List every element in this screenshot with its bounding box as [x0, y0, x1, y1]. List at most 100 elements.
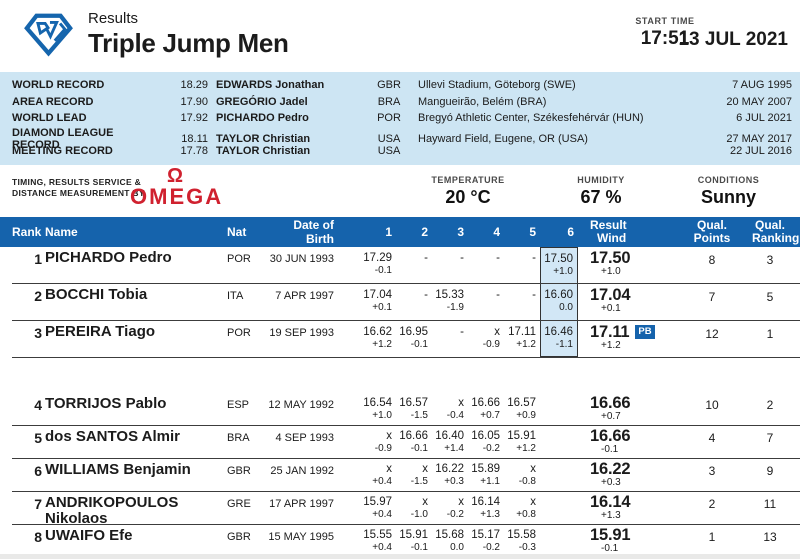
header-qual-points: Qual. Points: [693, 217, 731, 245]
nationality-cell: ESP: [227, 398, 250, 411]
page-header: Results Triple Jump Men START TIME 17:51…: [0, 0, 800, 70]
attempt-mark: -: [424, 251, 428, 264]
header-dob: Date of Birth: [293, 217, 334, 246]
result-wind: +0.3: [601, 476, 621, 488]
points-cell: 3: [708, 463, 716, 478]
humidity-label: HUMIDITY: [577, 174, 625, 185]
record-athlete: EDWARDS Jonathan: [216, 79, 325, 92]
points-cell: 8: [708, 252, 716, 267]
result-row: 7 ANDRIKOPOULOS Nikolaos GRE 17 APR 1997…: [12, 492, 800, 527]
attempt-wind: [540, 509, 578, 522]
attempt-mark: 16.54: [363, 396, 392, 409]
attempt-mark: 17.29: [363, 251, 392, 264]
rank-cell: 7: [34, 495, 42, 512]
attempt-cell: 17.29 -0.1: [360, 247, 396, 283]
attempt-wind: 0.0: [450, 541, 464, 553]
nationality-cell: GBR: [227, 464, 251, 477]
attempt-wind: -0.1: [410, 338, 428, 350]
attempt-cell: x -1.0: [396, 492, 432, 527]
attempt-wind: [504, 302, 540, 316]
attempt-mark: x: [458, 396, 464, 409]
final-round-group: 1 PICHARDO Pedro POR 30 JUN 1993 17.29 -…: [12, 246, 800, 358]
attempt-mark: 15.68: [435, 528, 464, 541]
attempt-cell: 17.50 +1.0: [540, 246, 578, 283]
attempt-cell: [540, 459, 578, 491]
attempt-mark: x: [422, 462, 428, 475]
header-name: Name: [45, 224, 78, 239]
athlete-name-line2: Nikolaos: [45, 509, 108, 527]
athlete-name-line1: dos SANTOS Almir: [45, 427, 181, 445]
attempt-cell: [540, 492, 578, 527]
points-cell: 2: [708, 496, 716, 511]
result-row: 1 PICHARDO Pedro POR 30 JUN 1993 17.29 -…: [12, 246, 800, 284]
attempt-cell: x -1.5: [396, 459, 432, 491]
result-row: 6 WILLIAMS Benjamin GBR 25 JAN 1992 x +0…: [12, 459, 800, 492]
athlete-name-line1: PICHARDO Pedro: [45, 248, 172, 266]
result-value: 17.50: [590, 248, 631, 267]
attempt-mark: 16.66: [399, 429, 428, 442]
dob-cell: 25 JAN 1992: [270, 464, 334, 477]
attempt-cell: 16.46 -1.1: [540, 320, 578, 357]
attempt-wind: +1.4: [444, 442, 464, 454]
athlete-name-line1: TORRIJOS Pablo: [45, 394, 167, 412]
record-row: WORLD LEAD 17.92 PICHARDO Pedro POR Breg…: [12, 110, 792, 127]
results-label: Results: [88, 10, 139, 27]
attempt-mark: -: [532, 251, 536, 264]
attempt-mark: [540, 393, 578, 410]
attempt-wind: [540, 476, 578, 489]
result-cell: 16.22 +0.3: [578, 459, 672, 491]
timing-service-label: TIMING, RESULTS SERVICE & DISTANCE MEASU…: [12, 177, 145, 199]
attempt-wind: +1.0: [553, 265, 573, 277]
athlete-name-line1: PEREIRA Tiago: [45, 322, 156, 340]
ranking-cell: 7: [766, 430, 774, 445]
omega-logo: Ω OMEGA: [130, 164, 221, 208]
attempt-wind: -0.4: [446, 409, 464, 421]
athlete-name-line1: UWAIFO Efe: [45, 526, 133, 544]
record-venue: Ullevi Stadium, Göteborg (SWE): [418, 79, 576, 92]
result-cell: 16.14 +1.3: [578, 492, 672, 527]
record-athlete: PICHARDO Pedro: [216, 112, 309, 125]
start-time-label: START TIME: [635, 16, 695, 26]
attempt-wind: [540, 443, 578, 456]
attempt-wind: -0.9: [374, 442, 392, 454]
service-band: TIMING, RESULTS SERVICE & DISTANCE MEASU…: [0, 165, 800, 215]
dob-cell: 19 SEP 1993: [269, 326, 334, 339]
athlete-name: dos SANTOS Almir: [42, 426, 218, 458]
header-qual-ranking: Qual. Ranking: [752, 217, 800, 245]
athlete-name-line1: WILLIAMS Benjamin: [45, 460, 191, 478]
result-value: 16.66: [590, 426, 631, 445]
attempt-wind: +1.2: [516, 338, 536, 350]
attempt-cell: -: [468, 247, 504, 283]
attempt-mark: 16.57: [399, 396, 428, 409]
attempt-cell: [540, 393, 578, 425]
attempt-wind: 0.0: [559, 301, 573, 313]
timing-service-line2: DISTANCE MEASUREMENT BY: [12, 187, 145, 198]
record-mark: 17.78: [180, 145, 208, 158]
attempt-cell: 15.89 +1.1: [468, 459, 504, 491]
attempt-mark: [540, 492, 578, 509]
record-athlete: GREGÓRIO Jadel: [216, 95, 308, 108]
attempt-wind: -1.1: [555, 338, 573, 350]
athlete-name: PICHARDO Pedro: [42, 247, 218, 283]
attempt-mark: 15.58: [507, 528, 536, 541]
rank-cell: 2: [34, 287, 42, 304]
record-nat: GBR: [377, 79, 401, 92]
header-result: Result: [590, 217, 627, 232]
omega-symbol-icon: Ω: [166, 164, 184, 187]
record-nat: USA: [377, 145, 401, 158]
attempt-mark: 16.62: [363, 325, 392, 338]
attempt-wind: -0.1: [410, 442, 428, 454]
record-mark: 18.29: [180, 79, 208, 92]
nationality-cell: POR: [227, 252, 251, 265]
rank-cell: 8: [34, 528, 42, 545]
athlete-name: BOCCHI Tobia: [42, 284, 218, 320]
temperature-label: TEMPERATURE: [431, 174, 505, 185]
record-label: AREA RECORD: [12, 95, 94, 108]
record-date: 7 AUG 1995: [732, 79, 792, 92]
athlete-name: UWAIFO Efe: [42, 525, 218, 557]
record-nat: POR: [377, 112, 401, 125]
attempt-wind: -0.8: [518, 475, 536, 487]
attempt-cell: x -0.8: [504, 459, 540, 491]
record-athlete: TAYLOR Christian: [216, 132, 311, 145]
attempt-wind: [396, 265, 432, 279]
